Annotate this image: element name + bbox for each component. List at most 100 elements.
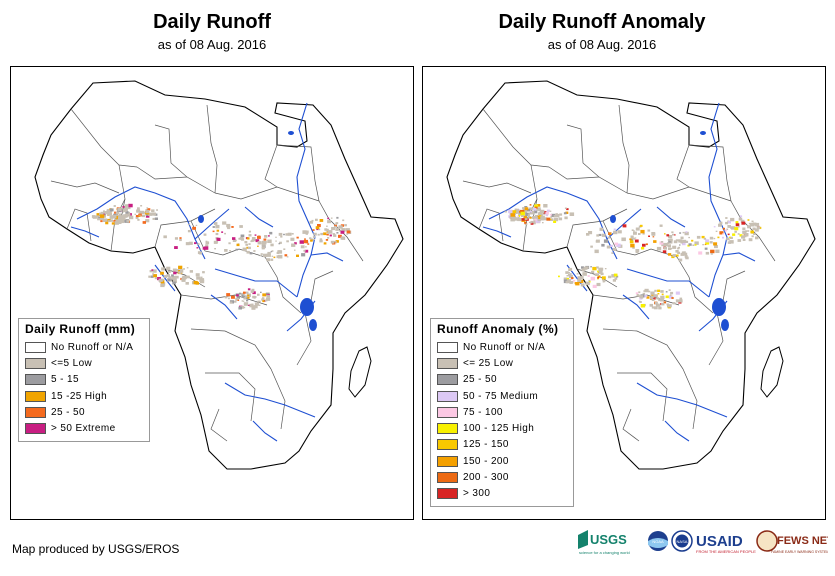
right-runoff-cell xyxy=(518,209,521,211)
left-runoff-cell xyxy=(327,237,330,239)
left-runoff-cell xyxy=(149,270,153,273)
right-country-border xyxy=(482,108,550,168)
left-runoff-cell xyxy=(246,246,249,249)
right-runoff-cell xyxy=(698,251,703,255)
left-runoff-cell xyxy=(338,230,341,232)
left-runoff-cell xyxy=(280,235,283,238)
right-runoff-cell xyxy=(518,214,521,217)
right-runoff-cell xyxy=(635,249,640,253)
right-runoff-cell xyxy=(543,217,548,221)
right-map[interactable] xyxy=(422,66,826,520)
right-runoff-cell xyxy=(652,232,655,235)
right-runoff-cell xyxy=(533,219,536,222)
left-river xyxy=(252,420,278,442)
nasa-logo[interactable]: NASA xyxy=(671,530,693,552)
fewsnet-logo[interactable]: FEWS NET FAMINE EARLY WARNING SYSTEMS xyxy=(756,530,828,554)
right-runoff-cell xyxy=(679,297,683,300)
left-runoff-cell xyxy=(303,239,308,244)
right-runoff-cell xyxy=(522,207,525,210)
left-runoff-cell xyxy=(123,209,127,213)
right-runoff-cell xyxy=(737,239,742,242)
right-runoff-cell xyxy=(751,220,754,223)
right-runoff-cell xyxy=(564,207,567,209)
right-runoff-cell xyxy=(517,215,519,217)
right-legend-swatch xyxy=(437,455,458,467)
right-runoff-cell xyxy=(557,214,559,216)
usgs-logo[interactable]: USGS science for a changing world xyxy=(578,530,630,555)
right-runoff-cell xyxy=(543,211,547,214)
left-runoff-cell xyxy=(241,292,245,296)
right-runoff-cell xyxy=(542,222,544,224)
left-runoff-cell xyxy=(247,294,250,297)
left-runoff-cell xyxy=(232,239,237,242)
right-runoff-cell xyxy=(523,215,527,219)
agency-logos: USGS science for a changing world NOAA N… xyxy=(578,530,828,555)
left-runoff-cell xyxy=(254,234,257,236)
left-runoff-cell xyxy=(204,246,209,250)
left-legend-label: 25 - 50 xyxy=(51,406,85,418)
left-map[interactable] xyxy=(10,66,414,520)
right-legend-label: <= 25 Low xyxy=(463,357,514,369)
left-legend-label: > 50 Extreme xyxy=(51,423,116,435)
right-runoff-cell xyxy=(722,236,725,239)
right-runoff-cell xyxy=(661,243,666,247)
right-runoff-cell xyxy=(648,290,651,293)
left-runoff-cell xyxy=(299,240,304,244)
noaa-logo[interactable]: NOAA xyxy=(648,531,668,551)
right-legend-item: 100 - 125 High xyxy=(437,420,567,436)
right-runoff-cell xyxy=(597,278,599,280)
right-runoff-cell xyxy=(524,223,528,225)
right-runoff-cell xyxy=(526,208,531,212)
right-runoff-cell xyxy=(546,209,550,212)
left-runoff-cell xyxy=(260,253,263,255)
left-runoff-cell xyxy=(283,233,285,236)
left-runoff-cell xyxy=(106,212,111,216)
left-runoff-cell xyxy=(302,230,307,234)
left-runoff-cell xyxy=(305,246,307,248)
right-runoff-cell xyxy=(727,225,731,228)
usaid-logo[interactable]: USAID FROM THE AMERICAN PEOPLE xyxy=(696,533,756,554)
right-runoff-cell xyxy=(663,301,667,304)
right-runoff-cell xyxy=(606,245,611,249)
left-legend-swatch xyxy=(25,357,46,369)
right-runoff-cell xyxy=(677,251,680,254)
right-runoff-cell xyxy=(637,294,639,296)
left-runoff-cell xyxy=(127,207,131,210)
right-runoff-cell xyxy=(640,224,643,227)
left-runoff-cell xyxy=(168,276,172,280)
left-runoff-cell xyxy=(122,217,126,221)
left-runoff-cell xyxy=(300,245,305,249)
left-runoff-cell xyxy=(305,232,308,235)
left-runoff-cell xyxy=(323,232,327,236)
right-runoff-cell xyxy=(528,221,531,224)
left-runoff-cell xyxy=(262,300,265,303)
left-runoff-cell xyxy=(175,269,179,272)
right-runoff-cell xyxy=(632,246,635,249)
left-runoff-cell xyxy=(316,228,319,231)
right-runoff-cell xyxy=(538,214,542,217)
left-runoff-cell xyxy=(294,249,296,251)
left-runoff-cell xyxy=(254,302,260,306)
right-runoff-cell xyxy=(665,295,669,299)
right-runoff-cell xyxy=(677,239,680,242)
right-runoff-cell xyxy=(688,243,692,246)
left-runoff-cell xyxy=(243,306,246,309)
right-runoff-cell xyxy=(667,242,670,244)
right-runoff-cell xyxy=(650,296,653,300)
left-runoff-cell xyxy=(267,239,272,243)
right-runoff-cell xyxy=(704,247,708,250)
right-runoff-cell xyxy=(581,266,584,269)
right-runoff-cell xyxy=(666,303,669,306)
left-runoff-cell xyxy=(212,230,215,233)
right-runoff-cell xyxy=(531,216,535,219)
left-runoff-cell xyxy=(267,251,271,255)
right-runoff-cell xyxy=(588,231,593,235)
svg-text:FROM THE AMERICAN PEOPLE: FROM THE AMERICAN PEOPLE xyxy=(696,549,756,554)
left-runoff-cell xyxy=(171,274,174,277)
right-country-border xyxy=(722,270,746,302)
left-runoff-cell xyxy=(275,236,277,238)
left-runoff-cell xyxy=(205,241,210,245)
left-runoff-cell xyxy=(145,209,150,214)
left-runoff-cell xyxy=(284,254,288,257)
right-country-border xyxy=(478,208,504,242)
